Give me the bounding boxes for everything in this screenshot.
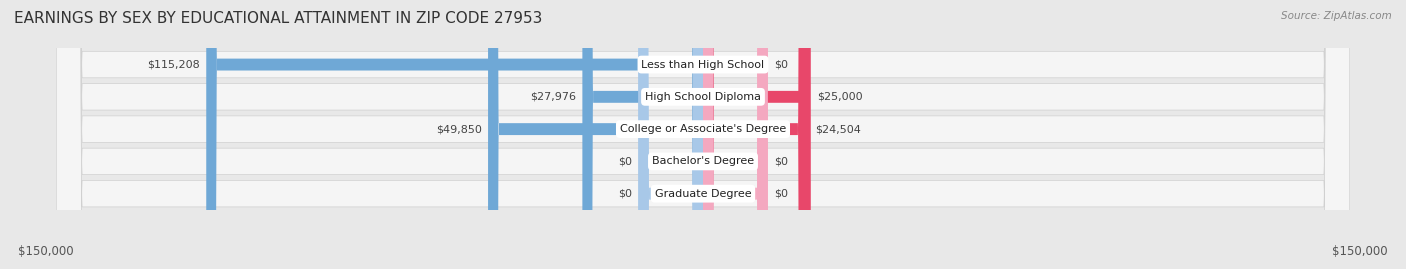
FancyBboxPatch shape [703, 0, 808, 269]
Text: $150,000: $150,000 [18, 245, 75, 258]
FancyBboxPatch shape [56, 0, 1350, 269]
FancyBboxPatch shape [56, 0, 1350, 269]
FancyBboxPatch shape [703, 0, 768, 269]
FancyBboxPatch shape [488, 0, 703, 269]
Text: $27,976: $27,976 [530, 92, 576, 102]
FancyBboxPatch shape [703, 0, 811, 269]
FancyBboxPatch shape [638, 0, 703, 269]
Text: $0: $0 [617, 189, 631, 199]
FancyBboxPatch shape [703, 0, 768, 269]
FancyBboxPatch shape [638, 0, 703, 269]
FancyBboxPatch shape [703, 0, 768, 269]
Text: $0: $0 [775, 189, 789, 199]
Text: Bachelor's Degree: Bachelor's Degree [652, 156, 754, 167]
Text: Source: ZipAtlas.com: Source: ZipAtlas.com [1281, 11, 1392, 21]
FancyBboxPatch shape [56, 0, 1350, 269]
Text: $115,208: $115,208 [148, 59, 200, 70]
Text: $0: $0 [775, 59, 789, 70]
Text: High School Diploma: High School Diploma [645, 92, 761, 102]
Text: EARNINGS BY SEX BY EDUCATIONAL ATTAINMENT IN ZIP CODE 27953: EARNINGS BY SEX BY EDUCATIONAL ATTAINMEN… [14, 11, 543, 26]
FancyBboxPatch shape [56, 0, 1350, 269]
Text: College or Associate's Degree: College or Associate's Degree [620, 124, 786, 134]
Text: Graduate Degree: Graduate Degree [655, 189, 751, 199]
FancyBboxPatch shape [207, 0, 703, 269]
FancyBboxPatch shape [56, 0, 1350, 269]
Text: $0: $0 [617, 156, 631, 167]
Text: $24,504: $24,504 [815, 124, 860, 134]
Text: $49,850: $49,850 [436, 124, 482, 134]
FancyBboxPatch shape [582, 0, 703, 269]
Text: Less than High School: Less than High School [641, 59, 765, 70]
Text: $0: $0 [775, 156, 789, 167]
Text: $25,000: $25,000 [817, 92, 863, 102]
Text: $150,000: $150,000 [1331, 245, 1388, 258]
